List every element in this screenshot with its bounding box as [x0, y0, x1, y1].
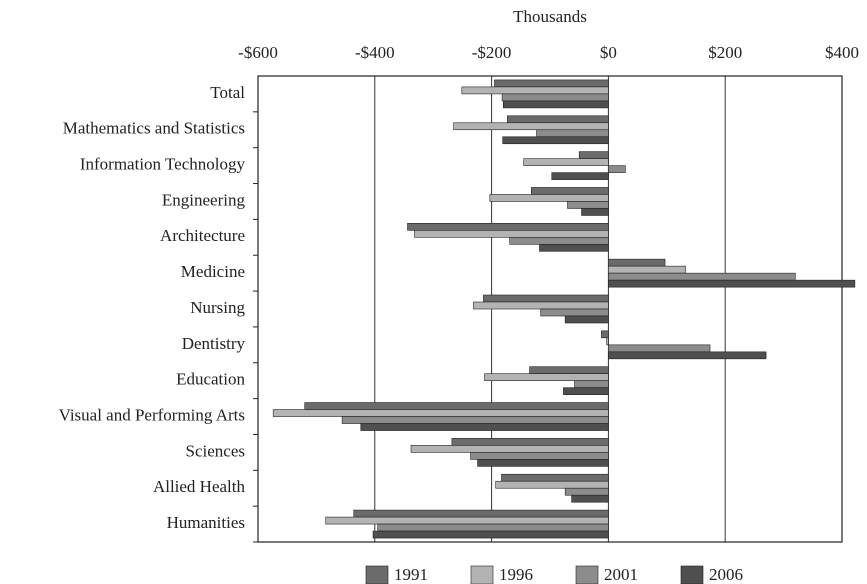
- bar: [484, 373, 609, 381]
- bar: [483, 294, 609, 303]
- bar: [473, 301, 609, 310]
- bar: [578, 151, 609, 159]
- bar: [529, 366, 609, 374]
- x-tick-label: $200: [708, 43, 742, 62]
- y-tick-label: Education: [176, 370, 245, 389]
- bar: [272, 409, 609, 417]
- bar: [507, 115, 609, 124]
- y-tick-label: Engineering: [162, 190, 246, 209]
- bar: [608, 165, 626, 173]
- bar: [564, 315, 609, 324]
- bar: [608, 258, 666, 267]
- bar: [563, 387, 609, 395]
- bar: [502, 136, 609, 145]
- bar: [360, 423, 609, 431]
- y-tick-label: Mathematics and Statistics: [63, 119, 245, 138]
- x-tick-label: $0: [600, 43, 617, 62]
- legend-label: 1991: [394, 565, 428, 584]
- bar: [461, 86, 609, 95]
- bar: [470, 452, 609, 460]
- bar: [581, 208, 609, 216]
- axis-title: Thousands: [513, 7, 587, 26]
- bar: [372, 530, 609, 539]
- bar: [608, 351, 767, 360]
- legend-swatch: [680, 565, 704, 584]
- bar: [410, 445, 609, 453]
- bar: [477, 459, 609, 467]
- legend-label: 1996: [499, 565, 533, 584]
- legend-swatch: [470, 565, 494, 584]
- bar: [495, 480, 609, 489]
- bar: [608, 344, 711, 353]
- bar: [414, 230, 609, 238]
- bar: [304, 402, 609, 410]
- y-tick-label: Dentistry: [182, 334, 246, 353]
- bar: [502, 100, 609, 109]
- bar: [451, 438, 609, 446]
- y-tick-label: Visual and Performing Arts: [59, 405, 245, 424]
- bar: [608, 272, 796, 281]
- y-tick-label: Information Technology: [80, 155, 246, 174]
- bar: [608, 265, 686, 274]
- bar: [489, 194, 609, 202]
- bar: [539, 244, 609, 252]
- bar: [567, 201, 609, 209]
- bar: [501, 473, 609, 482]
- bar: [606, 337, 609, 346]
- bar: [574, 380, 609, 388]
- bar: [540, 308, 609, 317]
- bar: [531, 187, 609, 195]
- bar: [509, 237, 609, 245]
- x-tick-label: -$400: [355, 43, 395, 62]
- y-tick-label: Medicine: [181, 262, 245, 281]
- bar: [341, 416, 609, 424]
- x-tick-label: -$600: [238, 43, 278, 62]
- bar: [325, 516, 609, 525]
- legend-swatch: [365, 565, 389, 584]
- legend-swatch: [575, 565, 599, 584]
- x-tick-label: -$200: [472, 43, 512, 62]
- x-tick-label: $400: [825, 43, 859, 62]
- bar: [571, 494, 609, 503]
- bar: [407, 223, 609, 231]
- bar: [353, 509, 609, 518]
- bar: [564, 487, 609, 496]
- y-tick-label: Total: [210, 83, 245, 102]
- legend-label: 2006: [709, 565, 743, 584]
- bar: [601, 330, 609, 339]
- bar: [494, 79, 609, 88]
- bar: [377, 523, 609, 532]
- plot-frame: [257, 75, 843, 543]
- legend-label: 2001: [604, 565, 638, 584]
- y-tick-label: Architecture: [160, 226, 245, 245]
- bar: [523, 158, 609, 166]
- bar: [608, 279, 856, 288]
- y-tick-label: Nursing: [190, 298, 245, 317]
- y-tick-label: Allied Health: [153, 477, 246, 496]
- bar: [501, 93, 609, 102]
- y-tick-label: Sciences: [186, 441, 245, 460]
- bar: [551, 172, 609, 180]
- bar: [536, 129, 609, 138]
- y-tick-label: Humanities: [167, 513, 245, 532]
- bar: [453, 122, 609, 131]
